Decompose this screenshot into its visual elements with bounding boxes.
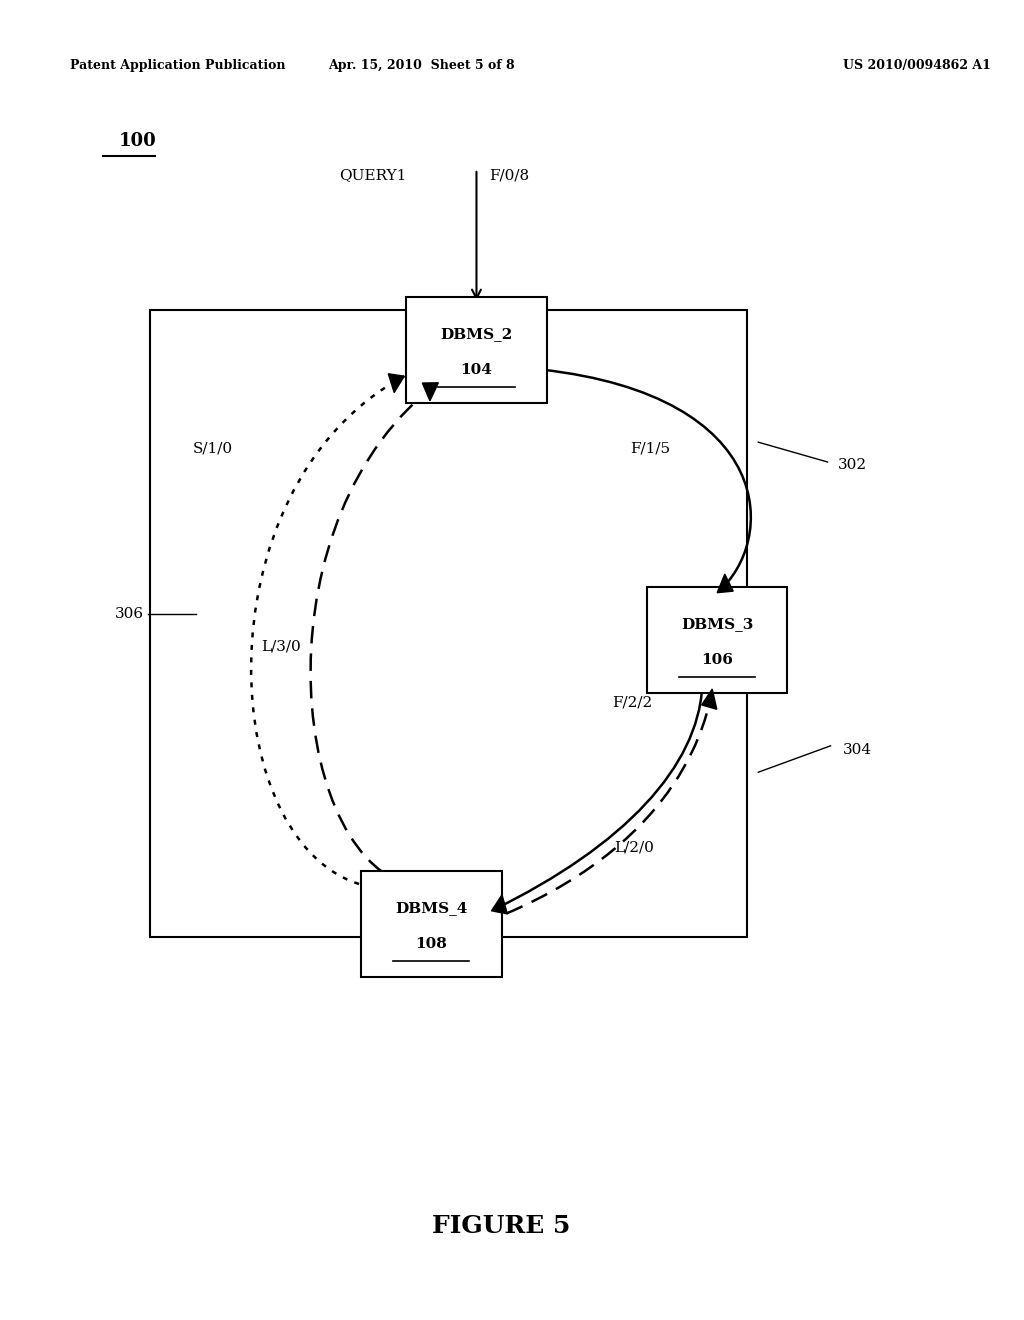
Text: 106: 106 [701,653,733,667]
Polygon shape [388,374,404,392]
FancyBboxPatch shape [647,587,787,693]
Text: 104: 104 [461,363,493,376]
Text: L/2/0: L/2/0 [614,841,653,854]
Polygon shape [492,895,507,913]
Text: DBMS_4: DBMS_4 [395,902,468,915]
FancyBboxPatch shape [361,871,502,977]
Text: 302: 302 [838,458,866,471]
Text: L/3/0: L/3/0 [261,640,301,653]
Text: Apr. 15, 2010  Sheet 5 of 8: Apr. 15, 2010 Sheet 5 of 8 [328,59,515,73]
Polygon shape [717,574,733,593]
Polygon shape [422,383,438,401]
Text: F/0/8: F/0/8 [489,168,529,182]
Text: 304: 304 [843,743,871,756]
Text: 306: 306 [116,607,144,620]
Text: F/2/2: F/2/2 [612,696,652,709]
Text: FIGURE 5: FIGURE 5 [432,1214,570,1238]
Polygon shape [701,689,717,709]
Text: DBMS_3: DBMS_3 [681,618,754,631]
FancyBboxPatch shape [407,297,547,403]
Text: Patent Application Publication: Patent Application Publication [71,59,286,73]
Text: QUERY1: QUERY1 [339,168,407,182]
Text: S/1/0: S/1/0 [193,442,232,455]
Text: 100: 100 [119,132,156,150]
Text: 108: 108 [416,937,447,950]
Text: US 2010/0094862 A1: US 2010/0094862 A1 [843,59,990,73]
Text: F/1/5: F/1/5 [630,442,670,455]
Text: DBMS_2: DBMS_2 [440,327,513,341]
Bar [151,310,748,937]
